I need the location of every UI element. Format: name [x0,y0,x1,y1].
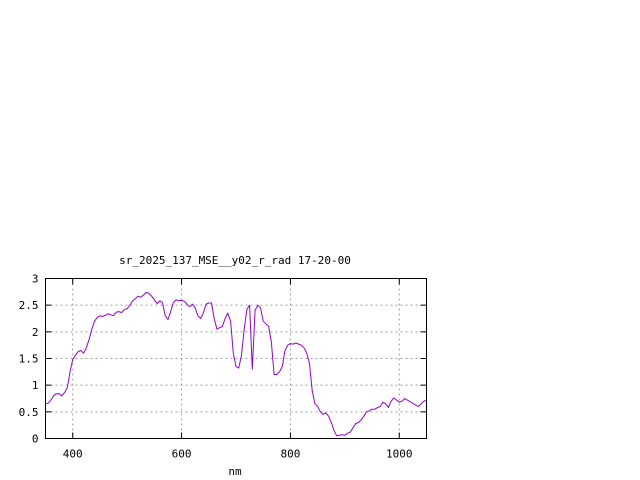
grid-lines [45,278,427,439]
x-tick-label: 400 [63,448,83,461]
x-tick-label: 800 [280,448,300,461]
y-tick-label: 0 [32,433,39,446]
chart-title: sr_2025_137_MSE__y02_r_rad 17-20-00 [119,254,351,267]
y-tick-label: 1 [32,379,39,392]
x-axis-label: nm [228,465,242,478]
x-axis: 400 600 800 1000 [63,278,413,461]
y-tick-label: 1.5 [19,353,39,366]
y-tick-label: 2 [32,326,39,339]
x-tick-label: 600 [172,448,192,461]
plot-frame [45,278,427,439]
y-tick-label: 3 [32,273,39,286]
x-tick-label: 1000 [386,448,413,461]
y-tick-label: 0.5 [19,406,39,419]
y-tick-label: 2.5 [19,299,39,312]
y-axis: 0 0.5 1 1.5 2 2.5 3 [19,273,427,446]
plot-area [45,291,427,437]
series-line [45,291,427,437]
